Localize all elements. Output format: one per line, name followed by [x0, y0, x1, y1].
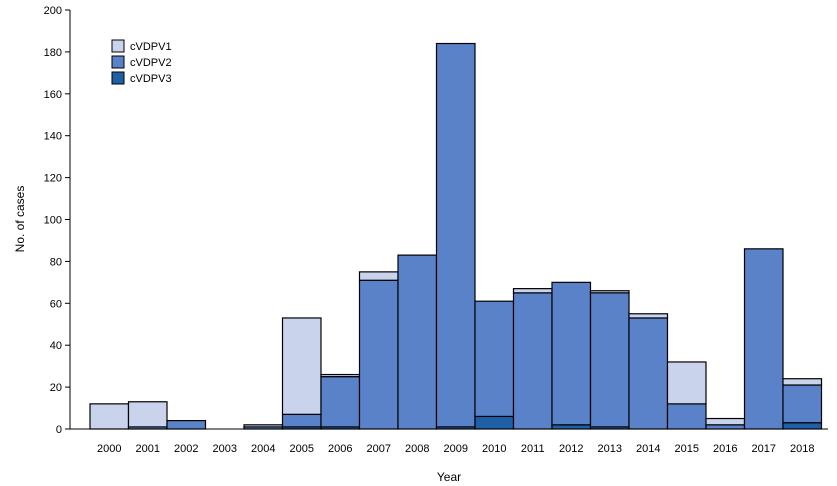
bar-cvdpv2-2008 [397, 254, 438, 430]
bar-cvdpv2-2013 [589, 292, 630, 428]
bar-cvdpv1-2007 [358, 271, 399, 281]
bar-cvdpv1-2014 [628, 313, 669, 319]
bar-cvdpv1-2004 [243, 424, 284, 428]
y-tick-label: 200 [44, 5, 62, 17]
bar-cvdpv3-2012 [551, 424, 592, 430]
bars-group [89, 42, 823, 430]
y-tick-label: 120 [44, 173, 62, 185]
x-tick-label: 2007 [367, 443, 391, 455]
legend-swatch-cvdpv1 [111, 39, 125, 53]
bar-cvdpv2-2011 [512, 292, 553, 430]
x-tick-label: 2004 [251, 443, 275, 455]
bar-cvdpv1-2015 [666, 361, 707, 405]
x-tick-label: 2013 [598, 443, 622, 455]
bar-cvdpv3-2018 [782, 422, 823, 430]
y-tick-label: 180 [44, 47, 62, 59]
x-tick-label: 2012 [559, 443, 583, 455]
x-tick-label: 2009 [444, 443, 468, 455]
bar-cvdpv2-2002 [166, 420, 207, 430]
y-tick-label: 100 [44, 215, 62, 227]
x-tick-label: 2010 [482, 443, 506, 455]
y-tick-label: 80 [50, 256, 62, 268]
y-tick-label: 60 [50, 298, 62, 310]
bar-cvdpv2-2006 [320, 376, 361, 428]
legend-swatch-cvdpv2 [111, 55, 125, 69]
y-tick-label: 40 [50, 340, 62, 352]
x-tick-label: 2014 [636, 443, 660, 455]
legend-label-cvdpv2: cVDPV2 [130, 57, 172, 69]
bar-cvdpv2-2012 [551, 281, 592, 426]
legend-swatch-cvdpv3 [111, 71, 125, 85]
bar-cvdpv3-2010 [474, 415, 515, 430]
x-tick-label: 2002 [174, 443, 198, 455]
legend-label-cvdpv1: cVDPV1 [130, 41, 172, 53]
bar-cvdpv1-2018 [782, 378, 823, 386]
bar-cvdpv2-2010 [474, 300, 515, 418]
bar-cvdpv1-2016 [705, 417, 746, 426]
bar-cvdpv2-2017 [743, 248, 784, 430]
x-tick-label: 2003 [213, 443, 237, 455]
x-tick-label: 2017 [752, 443, 776, 455]
x-ticks-group: 2000 2001 2002 2003 2004 2005 2006 2007 2008 2009… [97, 443, 814, 455]
bar-cvdpv1-2013 [589, 290, 630, 294]
x-tick-label: 2001 [136, 443, 160, 455]
x-tick-label: 2005 [290, 443, 314, 455]
x-tick-label: 2011 [521, 443, 545, 455]
bar-cvdpv2-2018 [782, 384, 823, 424]
legend-label-cvdpv3: cVDPV3 [130, 73, 172, 85]
x-tick-label: 2008 [405, 443, 429, 455]
bar-cvdpv2-2009 [435, 42, 476, 428]
bar-cvdpv1-2005 [281, 317, 322, 415]
x-tick-label: 2006 [328, 443, 352, 455]
y-tick-label: 140 [44, 131, 62, 143]
bar-cvdpv1-2001 [127, 401, 168, 428]
x-tick-label: 2016 [713, 443, 737, 455]
x-tick-label: 2018 [790, 443, 814, 455]
bar-cvdpv1-2000 [89, 403, 130, 430]
y-axis-title: No. of cases [13, 186, 27, 253]
x-axis-title: Year [437, 470, 461, 484]
y-tick-label: 0 [56, 424, 62, 436]
bar-cvdpv2-2005 [281, 413, 322, 428]
y-tick-label: 160 [44, 89, 62, 101]
bar-cvdpv1-2011 [512, 288, 553, 294]
bar-cvdpv2-2015 [666, 403, 707, 430]
legend: cVDPV1 cVDPV2 cVDPV3 [111, 39, 172, 85]
bar-cvdpv2-2007 [358, 279, 399, 430]
y-tick-label: 20 [50, 382, 62, 394]
y-ticks-group: 0 20 40 60 80 100 120 140 160 180 200 [44, 5, 70, 436]
bar-cvdpv2-2014 [628, 317, 669, 430]
bar-cvdpv2-2016 [705, 424, 746, 430]
x-tick-label: 2000 [97, 443, 121, 455]
bar-cvdpv1-2006 [320, 373, 361, 378]
x-tick-label: 2015 [675, 443, 699, 455]
